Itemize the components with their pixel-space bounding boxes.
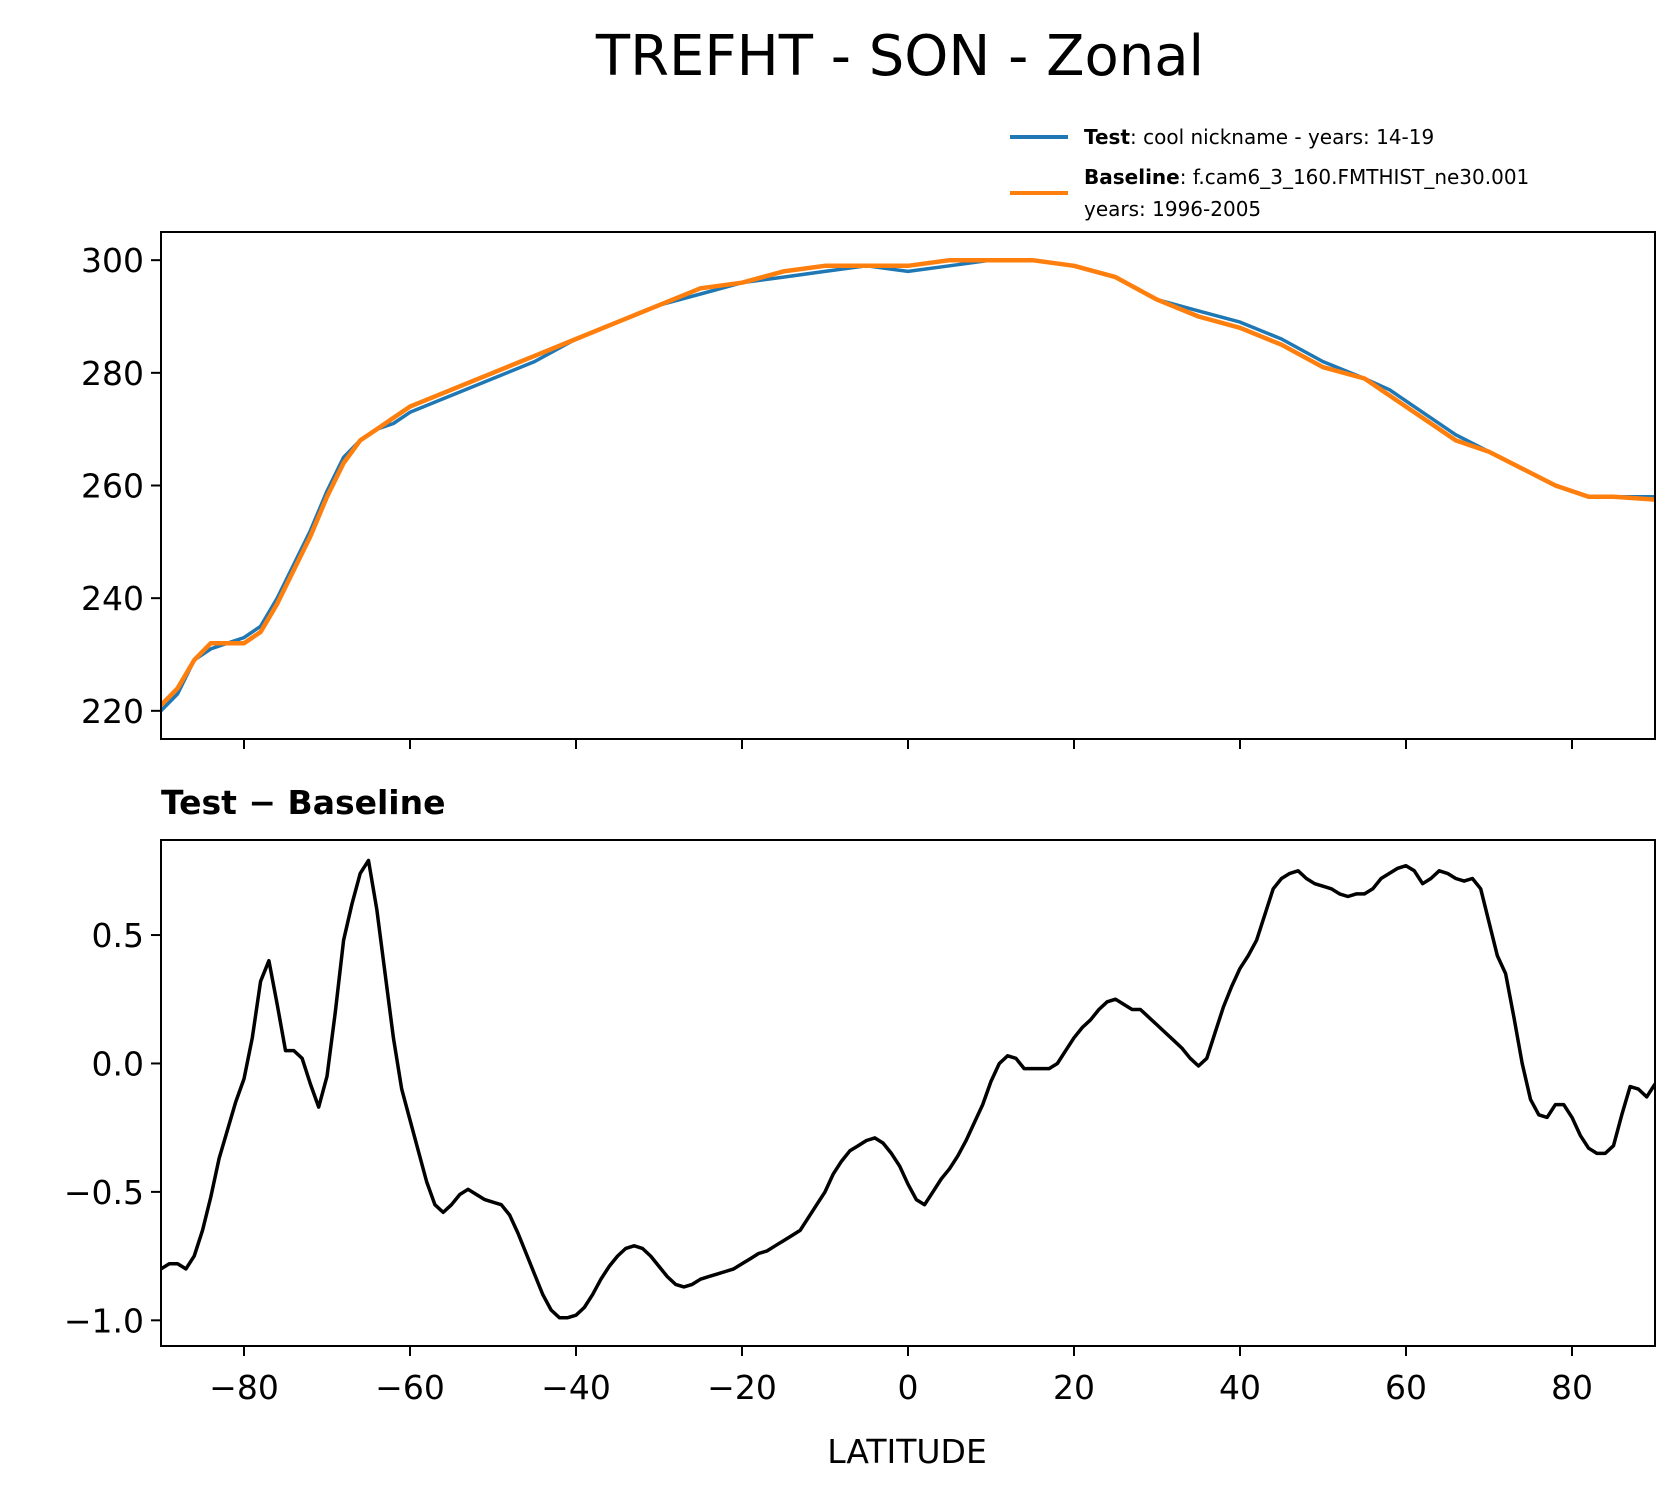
xtick-label: 40: [1219, 1368, 1261, 1407]
top-ytick-label: 240: [81, 579, 144, 618]
x-axis: −80 −60 −40 −20 0 20 40 60 80: [209, 1368, 1593, 1407]
bottom-ytick-label: −1.0: [64, 1301, 144, 1340]
top-series-test: [161, 258, 1655, 713]
top-series-baseline: [161, 257, 1655, 707]
xtick-label: 80: [1551, 1368, 1593, 1407]
bottom-series-test-baseline: [161, 858, 1655, 1320]
xtick-label: −20: [707, 1368, 777, 1407]
xtick-label: −80: [209, 1368, 279, 1407]
legend-baseline-name: Baseline: [1084, 165, 1180, 189]
legend-baseline-desc: : f.cam6_3_160.FMTHIST_ne30.001: [1180, 165, 1530, 189]
top-ytick-label: 220: [81, 692, 144, 731]
bottom-ytick-label: 0.0: [92, 1044, 144, 1083]
bottom-ytick-label: 0.5: [92, 916, 144, 955]
x-axis-label: LATITUDE: [827, 1432, 987, 1471]
xtick-label: −40: [541, 1368, 611, 1407]
legend-baseline-label: Baseline: f.cam6_3_160.FMTHIST_ne30.001: [1084, 165, 1529, 189]
bottom-panel: −1.0 −0.5 0.0 0.5: [64, 839, 1656, 1356]
xtick-label: −60: [375, 1368, 445, 1407]
legend-test-label: Test: cool nickname - years: 14-19: [1084, 125, 1434, 149]
bottom-panel-title: Test − Baseline: [161, 783, 446, 822]
top-ytick-label: 300: [81, 241, 144, 280]
legend-test-name: Test: [1084, 125, 1130, 149]
bottom-frame: [160, 839, 1656, 1347]
top-frame: [160, 231, 1656, 740]
legend-baseline-years: years: 1996-2005: [1084, 197, 1261, 221]
xtick-label: 0: [898, 1368, 919, 1407]
chart-title: TREFHT - SON - Zonal: [595, 24, 1204, 89]
xtick-label: 60: [1385, 1368, 1427, 1407]
xtick-label: 20: [1053, 1368, 1095, 1407]
legend-test-desc: : cool nickname - years: 14-19: [1130, 125, 1434, 149]
top-ytick-label: 260: [81, 467, 144, 506]
top-ytick-label: 280: [81, 354, 144, 393]
bottom-ytick-label: −0.5: [64, 1173, 144, 1212]
top-panel: 220 240 260 280 300: [81, 231, 1656, 749]
legend: Test: cool nickname - years: 14-19 Basel…: [1010, 125, 1529, 221]
